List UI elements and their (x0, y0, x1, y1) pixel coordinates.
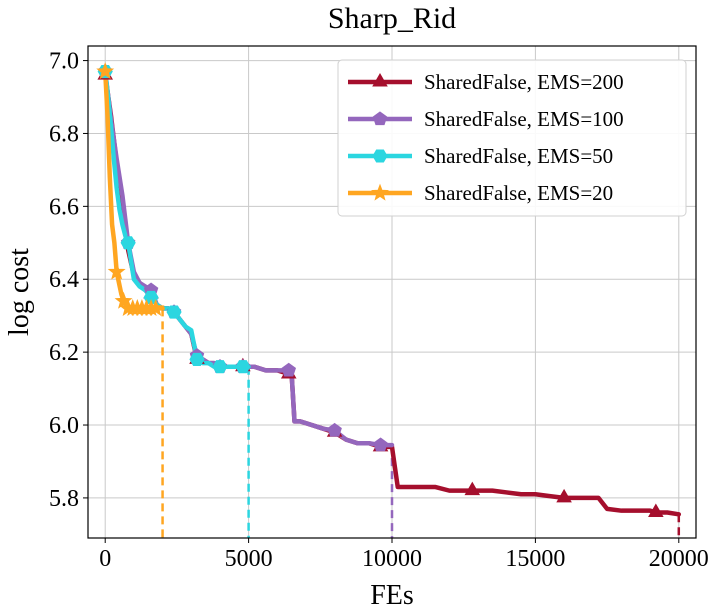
data-point-marker (96, 62, 115, 80)
data-point-marker (120, 236, 136, 250)
x-axis-title: FEs (370, 580, 414, 611)
data-point-marker (107, 262, 126, 280)
y-tick-label: 6.2 (49, 340, 79, 366)
legend-label: SharedFalse, EMS=200 (424, 70, 624, 94)
y-tick-label: 5.8 (49, 486, 79, 512)
data-point-marker (327, 422, 342, 437)
data-point-marker (166, 305, 182, 319)
y-tick-label: 6.6 (49, 194, 79, 220)
legend-label: SharedFalse, EMS=100 (424, 107, 624, 131)
legend-marker (372, 149, 388, 163)
data-point-marker (464, 481, 481, 496)
legend-marker (371, 183, 389, 201)
x-axis-ticks: 0 5000 10000 15000 20000 (99, 538, 709, 572)
y-tick-label: 6.0 (49, 413, 79, 439)
x-tick-label: 20000 (649, 546, 709, 572)
data-point-marker (648, 503, 664, 517)
chart-title: Sharp_Rid (328, 2, 456, 35)
y-tick-label: 6.4 (49, 267, 79, 293)
x-tick-label: 10000 (362, 546, 422, 572)
data-point-marker (235, 360, 251, 374)
y-tick-label: 7.0 (49, 49, 79, 75)
data-point-marker (189, 352, 205, 366)
y-tick-label: 6.8 (49, 121, 79, 147)
legend-label: SharedFalse, EMS=50 (424, 144, 613, 168)
y-axis-ticks: 5.8 6.0 6.2 6.4 6.6 6.8 7.0 (49, 49, 88, 512)
x-tick-label: 5000 (225, 546, 273, 572)
y-axis-title: log cost (4, 248, 35, 336)
legend-marker (372, 73, 388, 87)
data-point-marker (556, 488, 572, 503)
data-point-marker (281, 362, 296, 377)
x-tick-label: 15000 (505, 546, 565, 572)
legend-box (337, 59, 687, 217)
legend-marker (372, 111, 388, 126)
x-tick-label: 0 (99, 546, 111, 572)
data-point-marker (373, 437, 388, 452)
series-markers (96, 62, 664, 517)
legend-label: SharedFalse, EMS=20 (424, 181, 613, 205)
data-point-marker (114, 291, 133, 309)
legend: SharedFalse, EMS=200 SharedFalse, EMS=100… (337, 59, 687, 217)
data-point-marker (212, 360, 228, 374)
data-point-marker (146, 298, 165, 317)
